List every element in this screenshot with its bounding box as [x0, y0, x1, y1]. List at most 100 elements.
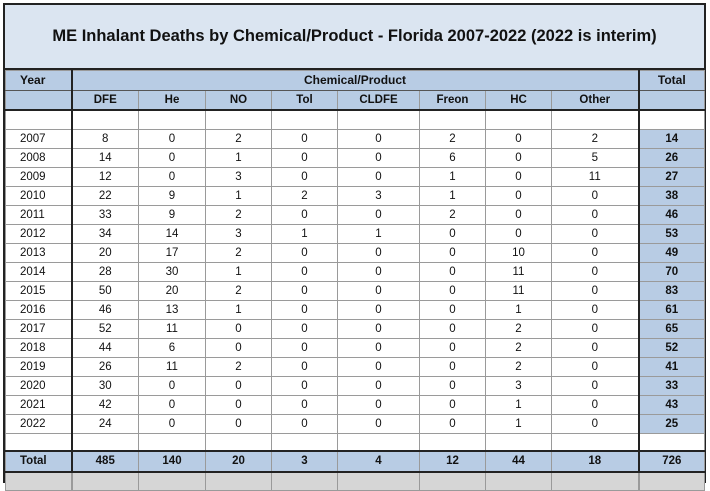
- value-cell-no: 1: [205, 148, 272, 168]
- blank-cell: [271, 433, 338, 452]
- year-header-blank: [5, 90, 73, 111]
- value-cell-he: 0: [138, 414, 206, 434]
- blank-cell: [637, 109, 706, 130]
- value-cell-dfe: 26: [71, 357, 139, 377]
- value-cell-cldfe: 0: [337, 319, 420, 339]
- value-cell-hc: 2: [485, 357, 552, 377]
- table-row: 2020 30 0 0 0 0 0 3 0 33: [5, 376, 706, 396]
- value-cell-cldfe: 0: [337, 262, 420, 282]
- footer-cell: [138, 471, 206, 491]
- blank-cell: [205, 109, 272, 130]
- value-cell-freon: 0: [419, 357, 486, 377]
- year-cell: 2017: [5, 319, 73, 339]
- value-cell-he: 9: [138, 186, 206, 206]
- value-cell-no: 3: [205, 167, 272, 187]
- row-total-cell: 41: [637, 357, 706, 377]
- value-cell-he: 11: [138, 357, 206, 377]
- value-cell-no: 1: [205, 262, 272, 282]
- value-cell-other: 0: [550, 186, 640, 206]
- table-row: 2017 52 11 0 0 0 0 2 0 65: [5, 319, 706, 339]
- value-cell-other: 0: [550, 300, 640, 320]
- table-row: 2008 14 0 1 0 0 6 0 5 26: [5, 148, 706, 168]
- value-cell-cldfe: 0: [337, 129, 420, 149]
- value-cell-freon: 0: [419, 319, 486, 339]
- blank-cell: [337, 109, 420, 130]
- value-cell-freon: 1: [419, 186, 486, 206]
- value-cell-no: 2: [205, 243, 272, 263]
- value-cell-cldfe: 3: [337, 186, 420, 206]
- value-cell-dfe: 33: [71, 205, 139, 225]
- table-row: 2016 46 13 1 0 0 0 1 0 61: [5, 300, 706, 320]
- value-cell-tol: 0: [271, 148, 338, 168]
- value-cell-other: 11: [550, 167, 640, 187]
- totals-label: Total: [5, 450, 73, 473]
- value-cell-other: 0: [550, 319, 640, 339]
- value-cell-hc: 0: [485, 224, 552, 244]
- value-cell-he: 11: [138, 319, 206, 339]
- value-cell-hc: 0: [485, 205, 552, 225]
- column-header-tol: Tol: [271, 90, 338, 111]
- chemical-product-header: Chemical/Product: [70, 70, 640, 91]
- blank-cell: [138, 433, 206, 452]
- footer-cell: [485, 471, 552, 491]
- value-cell-other: 5: [550, 148, 640, 168]
- value-cell-no: 3: [205, 224, 272, 244]
- value-cell-he: 17: [138, 243, 206, 263]
- value-cell-freon: 2: [419, 129, 486, 149]
- footer-row: [5, 471, 706, 491]
- value-cell-cldfe: 0: [337, 300, 420, 320]
- year-cell: 2011: [5, 205, 73, 225]
- value-cell-cldfe: 1: [337, 224, 420, 244]
- row-total-cell: 61: [637, 300, 706, 320]
- value-cell-cldfe: 0: [337, 376, 420, 396]
- value-cell-no: 1: [205, 300, 272, 320]
- value-cell-he: 0: [138, 148, 206, 168]
- value-cell-tol: 0: [271, 129, 338, 149]
- value-cell-no: 1: [205, 186, 272, 206]
- value-cell-cldfe: 0: [337, 338, 420, 358]
- value-cell-other: 0: [550, 262, 640, 282]
- value-cell-cldfe: 0: [337, 357, 420, 377]
- value-cell-other: 0: [550, 205, 640, 225]
- column-header-other: Other: [550, 90, 640, 111]
- column-header-no: NO: [205, 90, 272, 111]
- value-cell-dfe: 24: [71, 414, 139, 434]
- value-cell-tol: 0: [271, 243, 338, 263]
- value-cell-dfe: 12: [71, 167, 139, 187]
- value-cell-no: 2: [205, 281, 272, 301]
- column-header-freon: Freon: [419, 90, 486, 111]
- value-cell-cldfe: 0: [337, 243, 420, 263]
- blank-cell: [337, 433, 420, 452]
- value-cell-cldfe: 0: [337, 167, 420, 187]
- value-cell-freon: 0: [419, 376, 486, 396]
- blank-cell: [138, 109, 206, 130]
- value-cell-freon: 0: [419, 262, 486, 282]
- value-cell-freon: 6: [419, 148, 486, 168]
- column-header-he: He: [138, 90, 206, 111]
- value-cell-no: 2: [205, 129, 272, 149]
- value-cell-he: 6: [138, 338, 206, 358]
- grand-total-cell: 726: [637, 450, 706, 473]
- blank-cell: [485, 109, 552, 130]
- value-cell-other: 0: [550, 338, 640, 358]
- value-cell-tol: 0: [271, 281, 338, 301]
- value-cell-tol: 1: [271, 224, 338, 244]
- value-cell-he: 9: [138, 205, 206, 225]
- value-cell-freon: 0: [419, 300, 486, 320]
- value-cell-cldfe: 0: [337, 205, 420, 225]
- blank-cell: [205, 433, 272, 452]
- value-cell-dfe: 28: [71, 262, 139, 282]
- value-cell-tol: 0: [271, 376, 338, 396]
- deaths-table: Year Chemical/Product Total DFE He NO Tol CL…: [5, 70, 706, 491]
- blank-cell: [5, 433, 73, 452]
- value-cell-dfe: 14: [71, 148, 139, 168]
- value-cell-freon: 0: [419, 243, 486, 263]
- row-total-cell: 53: [637, 224, 706, 244]
- value-cell-cldfe: 0: [337, 395, 420, 415]
- value-cell-hc: 2: [485, 319, 552, 339]
- year-cell: 2014: [5, 262, 73, 282]
- value-cell-dfe: 8: [71, 129, 139, 149]
- row-total-cell: 52: [637, 338, 706, 358]
- table-title: ME Inhalant Deaths by Chemical/Product -…: [5, 5, 704, 70]
- value-cell-other: 0: [550, 395, 640, 415]
